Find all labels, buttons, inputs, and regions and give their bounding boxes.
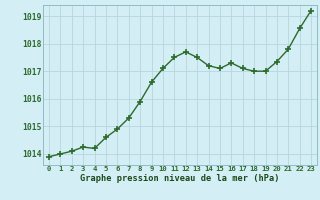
X-axis label: Graphe pression niveau de la mer (hPa): Graphe pression niveau de la mer (hPa) — [80, 174, 280, 183]
